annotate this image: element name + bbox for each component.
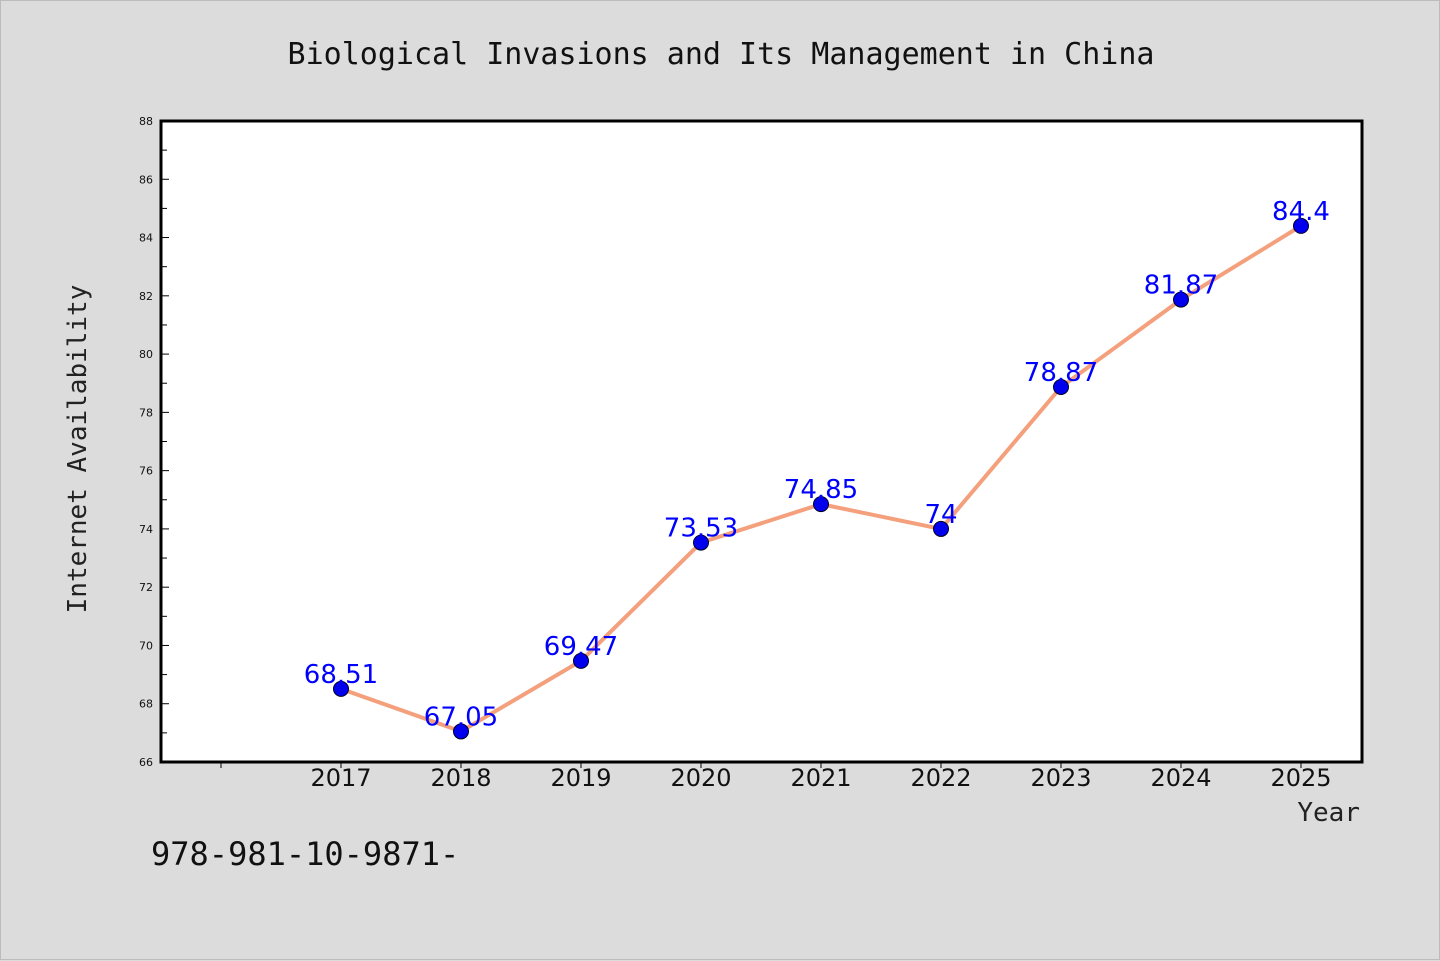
data-label: 84.4 — [1272, 197, 1330, 227]
data-point-marker — [333, 680, 349, 697]
data-labels-group: 68.51 67.05 69.47 73.53 74.85 74 78.87 81.87 84.… — [304, 197, 1330, 733]
data-point-marker — [1173, 291, 1189, 308]
data-label: 69.47 — [544, 632, 618, 662]
x-tick-label: 2017 — [310, 764, 371, 792]
y-tick-label: 88 — [139, 115, 153, 128]
x-axis-label: Year — [1297, 798, 1360, 828]
x-tick-label: 2018 — [430, 764, 491, 792]
data-point-marker — [453, 723, 469, 740]
y-tick-label: 70 — [139, 639, 153, 652]
x-tick-label: 2022 — [910, 764, 971, 792]
data-point-marker — [813, 496, 829, 513]
y-tick-label: 80 — [139, 348, 153, 361]
x-axis: 2017 2018 2019 2020 2021 2022 2023 2024 2025 — [220, 762, 1332, 792]
data-label: 68.51 — [304, 660, 378, 690]
data-label: 81.87 — [1144, 271, 1218, 301]
chart-title: Biological Invasions and Its Management … — [288, 37, 1155, 72]
y-tick-label: 76 — [139, 465, 153, 478]
data-point-marker — [693, 534, 709, 551]
footer-code: 978-981-10-9871- — [151, 835, 459, 873]
x-tick-label: 2023 — [1030, 764, 1091, 792]
x-tick-label: 2024 — [1150, 764, 1211, 792]
y-tick-label: 72 — [139, 581, 153, 594]
y-tick-label: 68 — [139, 698, 153, 711]
data-label: 67.05 — [424, 702, 498, 732]
data-point-marker — [573, 652, 589, 669]
data-label: 78.87 — [1024, 358, 1098, 388]
x-tick-label: 2021 — [790, 764, 851, 792]
x-tick-label: 2019 — [550, 764, 611, 792]
y-tick-label: 86 — [139, 173, 153, 186]
data-point-marker — [1053, 379, 1069, 396]
y-tick-label: 82 — [139, 290, 153, 303]
y-tick-label: 74 — [139, 523, 153, 536]
data-label: 74 — [924, 500, 957, 530]
x-tick-label: 2025 — [1270, 764, 1331, 792]
x-tick-label: 2020 — [670, 764, 731, 792]
data-label: 73.53 — [664, 514, 738, 544]
y-tick-label: 78 — [139, 406, 153, 419]
y-axis-label: Internet Availability — [63, 285, 93, 614]
plot-area — [159, 119, 1364, 764]
markers-group — [333, 217, 1309, 740]
y-tick-label: 84 — [139, 232, 153, 245]
data-label: 74.85 — [784, 475, 858, 505]
data-point-marker — [1293, 217, 1309, 234]
y-tick-label: 66 — [139, 756, 153, 769]
y-axis: 66 68 70 72 74 76 78 80 82 84 86 88 — [139, 115, 169, 769]
data-point-marker — [933, 520, 949, 537]
